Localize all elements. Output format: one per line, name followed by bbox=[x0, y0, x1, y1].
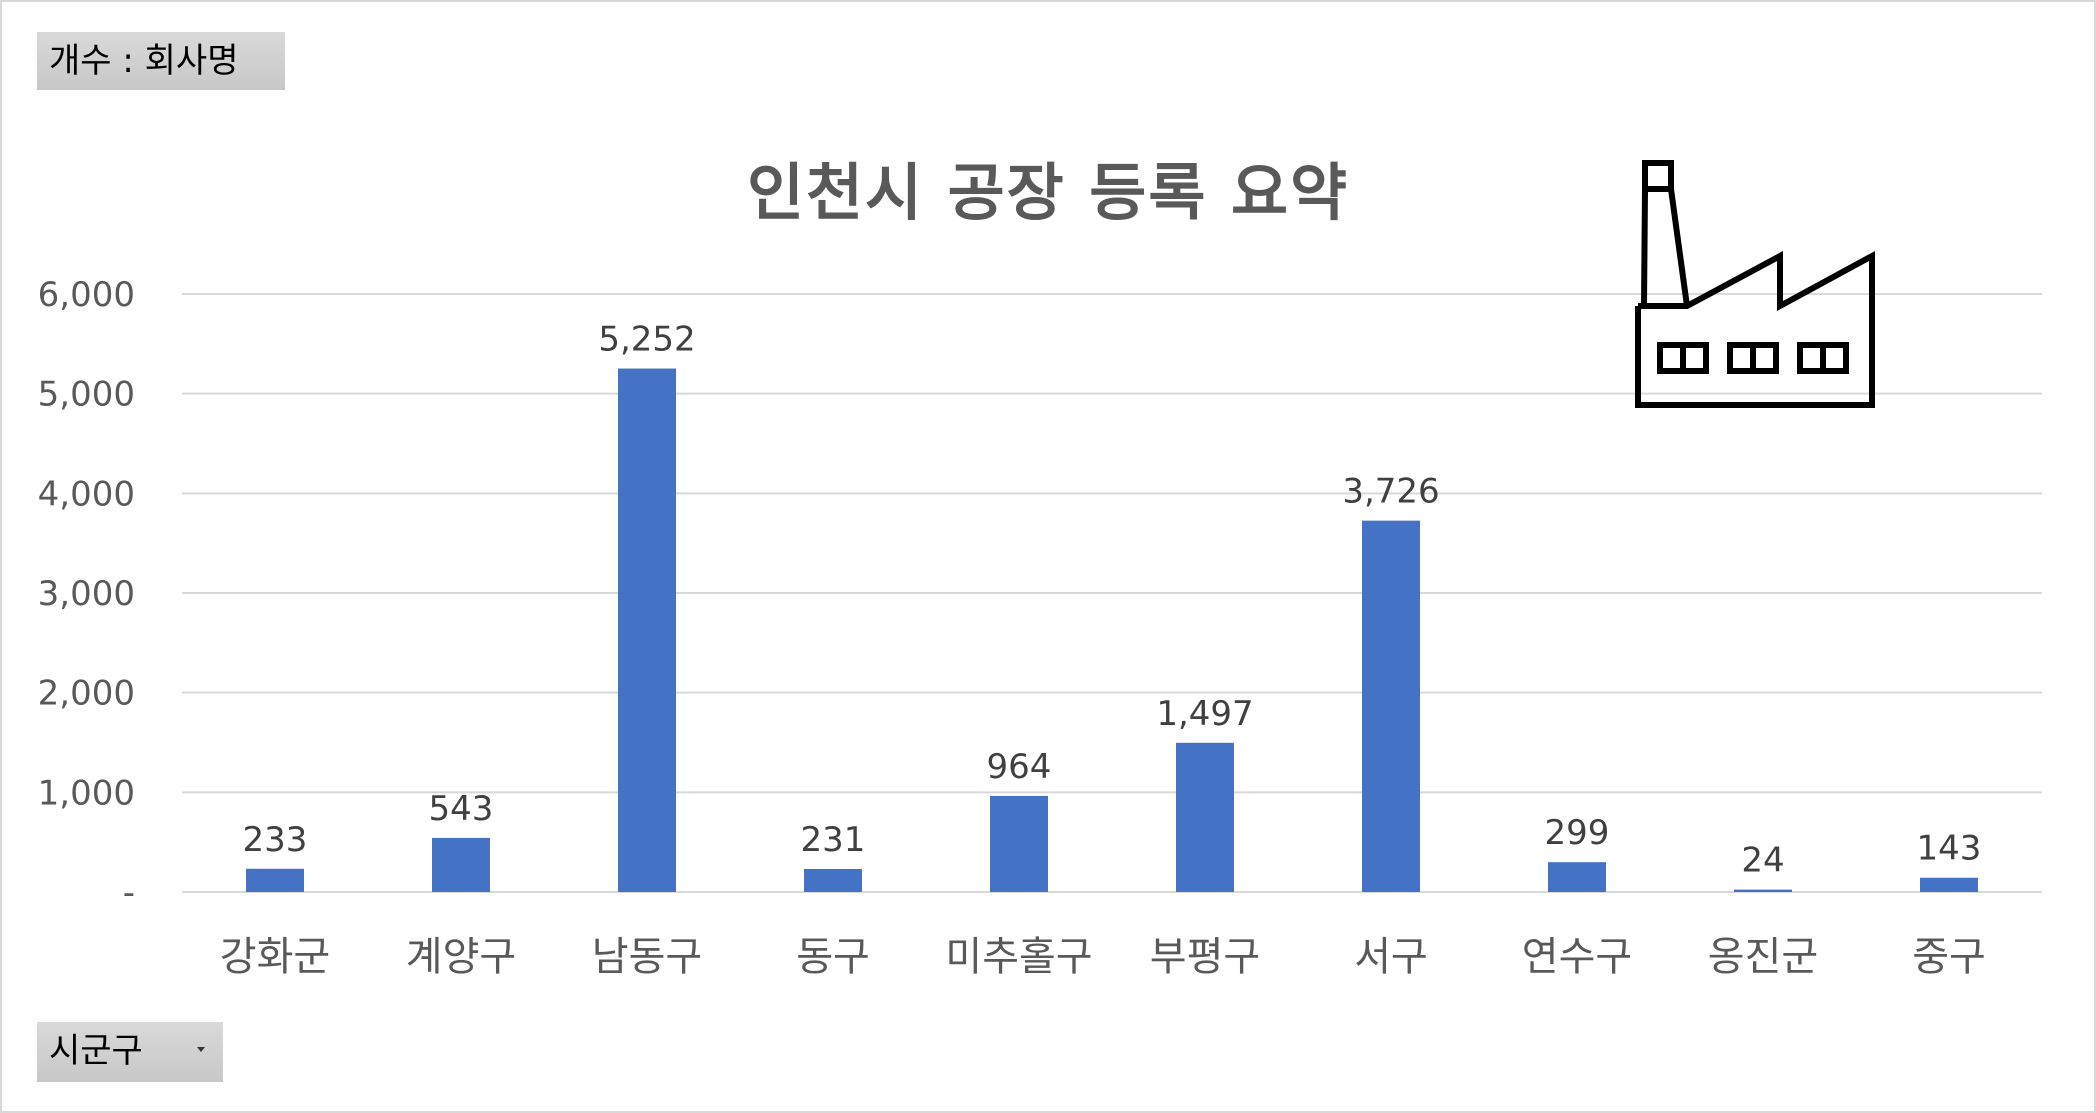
axis-field-label: 시군구 bbox=[49, 1031, 143, 1071]
data-label: 143 bbox=[1917, 829, 1982, 869]
x-tick-label: 미추홀구 bbox=[945, 934, 1092, 980]
value-field-button[interactable]: 개수 : 회사명 bbox=[37, 32, 285, 90]
data-label: 5,252 bbox=[598, 320, 695, 360]
data-label: 231 bbox=[801, 820, 866, 860]
bar bbox=[432, 837, 490, 892]
dropdown-arrow-icon[interactable] bbox=[197, 1047, 205, 1052]
bar bbox=[618, 368, 676, 892]
y-tick-label: 6,000 bbox=[38, 275, 135, 315]
y-tick-label: 2,000 bbox=[38, 674, 135, 714]
x-tick-label: 강화군 bbox=[220, 934, 330, 980]
x-tick-label: 중구 bbox=[1912, 934, 1986, 980]
y-tick-label: 4,000 bbox=[38, 474, 135, 514]
value-field-label: 개수 : 회사명 bbox=[49, 41, 239, 81]
bar bbox=[804, 868, 862, 892]
x-tick-label: 동구 bbox=[796, 934, 870, 980]
x-tick-label: 부평구 bbox=[1150, 934, 1260, 980]
bar bbox=[990, 795, 1048, 892]
x-tick-label: 남동구 bbox=[592, 934, 702, 980]
data-label: 543 bbox=[429, 789, 494, 829]
y-tick-label: - bbox=[123, 873, 135, 913]
chart-title: 인천시 공장 등록 요약 bbox=[746, 156, 1350, 229]
data-label: 233 bbox=[243, 820, 308, 860]
data-label: 299 bbox=[1545, 813, 1610, 853]
data-label: 964 bbox=[987, 747, 1052, 787]
x-tick-label: 옹진군 bbox=[1708, 934, 1818, 980]
bar bbox=[1548, 862, 1606, 892]
bar bbox=[1362, 520, 1420, 892]
data-label: 3,726 bbox=[1342, 472, 1439, 512]
bar bbox=[1734, 889, 1792, 892]
data-label: 24 bbox=[1741, 841, 1784, 881]
y-tick-label: 3,000 bbox=[38, 574, 135, 614]
x-tick-label: 서구 bbox=[1354, 934, 1428, 980]
bar bbox=[246, 868, 304, 892]
axis-field-button[interactable]: 시군구 bbox=[37, 1022, 223, 1082]
bar bbox=[1920, 877, 1978, 892]
y-tick-label: 1,000 bbox=[38, 773, 135, 813]
y-tick-label: 5,000 bbox=[38, 375, 135, 415]
bar bbox=[1176, 742, 1234, 892]
x-tick-label: 연수구 bbox=[1522, 934, 1632, 980]
data-label: 1,497 bbox=[1156, 694, 1253, 734]
factory-icon bbox=[1635, 160, 1875, 408]
x-tick-label: 계양구 bbox=[406, 934, 516, 980]
